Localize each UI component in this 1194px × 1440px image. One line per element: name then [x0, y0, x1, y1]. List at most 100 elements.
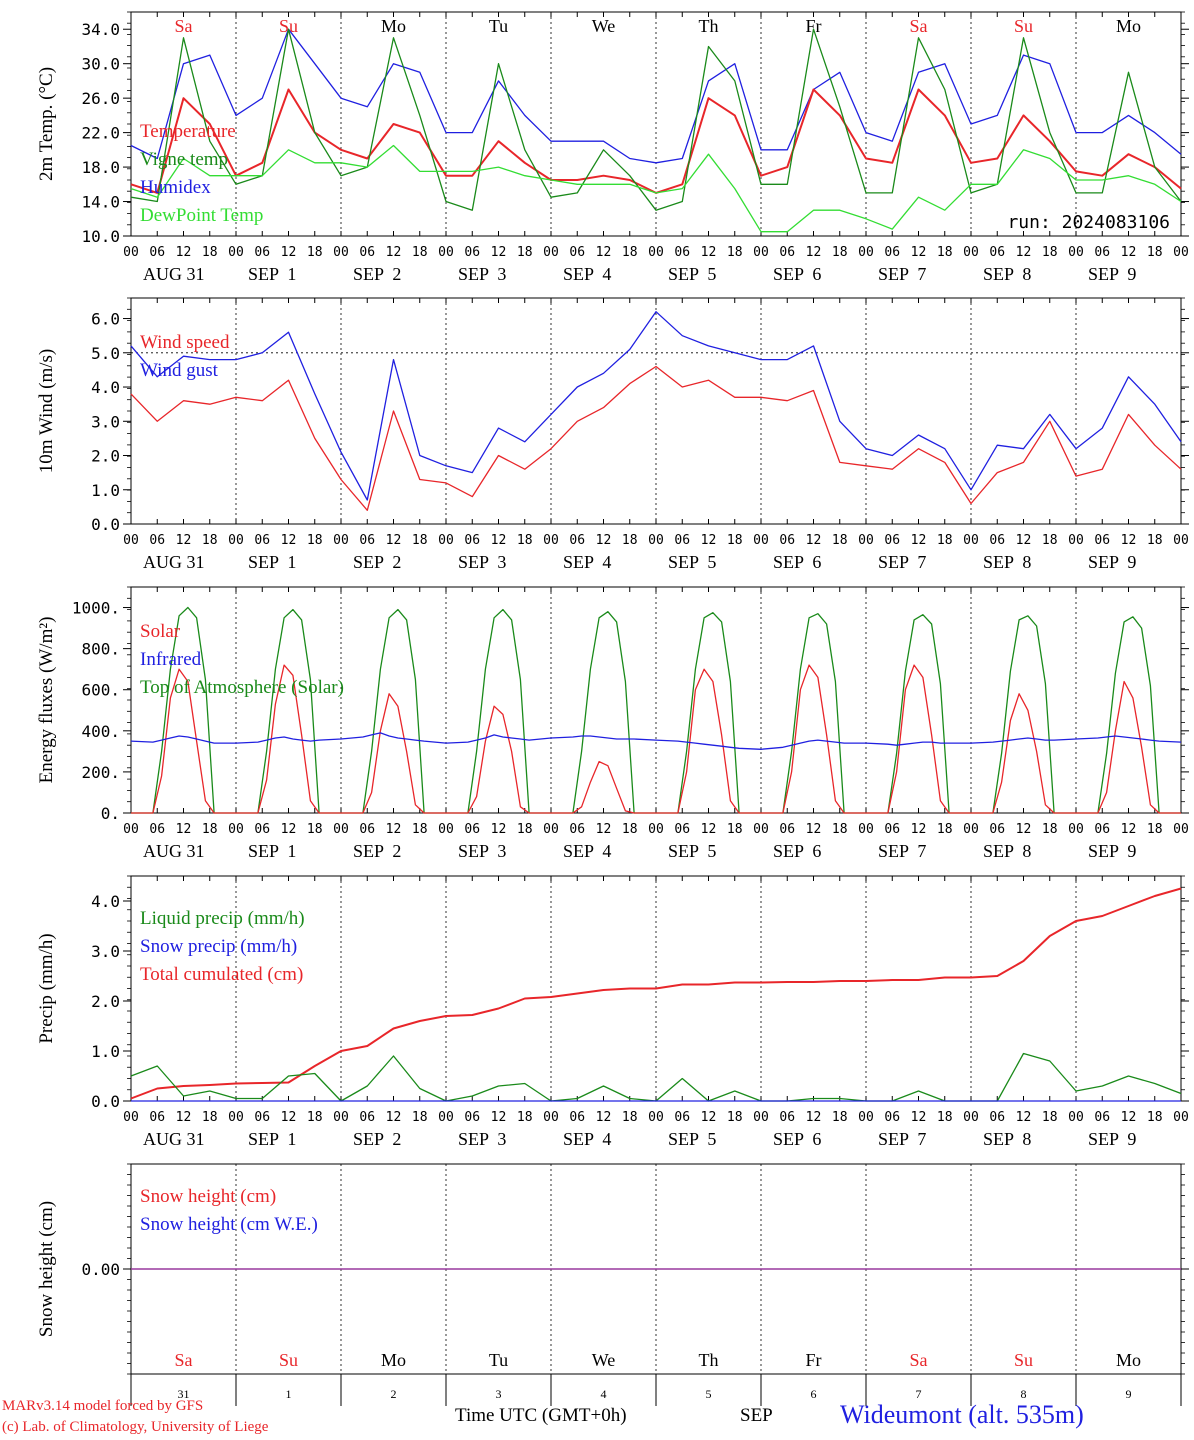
- day-number-label: 9: [1126, 1387, 1132, 1401]
- hour-tick-label: 12: [596, 533, 612, 548]
- hour-tick-label: 06: [1094, 1110, 1110, 1125]
- hour-tick-label: 06: [1094, 245, 1110, 260]
- hour-tick-label: 06: [779, 245, 795, 260]
- weekday-label: Tu: [489, 1350, 508, 1370]
- weekday-label: Th: [699, 16, 719, 36]
- date-label: SEP 7: [878, 264, 926, 284]
- hour-tick-label: 00: [228, 533, 244, 548]
- hour-tick-label: 18: [1042, 245, 1058, 260]
- hour-tick-label: 00: [123, 245, 139, 260]
- hour-tick-label: 00: [123, 822, 139, 837]
- date-label: SEP 8: [983, 1129, 1031, 1149]
- weekday-label: Sa: [175, 1350, 193, 1370]
- y-tick-label: 3.0: [91, 412, 120, 431]
- hour-tick-label: 18: [307, 533, 323, 548]
- hour-tick-label: 00: [543, 245, 559, 260]
- hour-tick-label: 06: [779, 822, 795, 837]
- hour-tick-label: 00: [963, 533, 979, 548]
- footer-time-axis-label: Time UTC (GMT+0h): [455, 1405, 627, 1426]
- y-tick-label: 2.0: [91, 447, 120, 466]
- hour-tick-label: 18: [517, 245, 533, 260]
- hour-tick-label: 12: [386, 822, 402, 837]
- hour-tick-label: 18: [727, 245, 743, 260]
- hour-tick-label: 12: [911, 822, 927, 837]
- footer-month-label: SEP: [740, 1405, 773, 1426]
- hour-tick-label: 06: [1094, 822, 1110, 837]
- hour-tick-label: 12: [176, 822, 192, 837]
- hour-tick-label: 06: [254, 245, 270, 260]
- y-tick-label: 14.0: [81, 193, 120, 212]
- legend-item: Snow precip (mm/h): [140, 936, 297, 957]
- hour-tick-label: 06: [149, 822, 165, 837]
- hour-tick-label: 18: [412, 822, 428, 837]
- hour-tick-label: 18: [622, 533, 638, 548]
- day-number-label: 4: [601, 1387, 607, 1401]
- date-label: SEP 5: [668, 552, 716, 572]
- hour-tick-label: 00: [543, 1110, 559, 1125]
- hour-tick-label: 06: [989, 1110, 1005, 1125]
- hour-tick-label: 18: [1042, 533, 1058, 548]
- hour-tick-label: 00: [228, 245, 244, 260]
- footer-station-name: Wideumont (alt. 535m): [840, 1400, 1084, 1429]
- hour-tick-label: 18: [202, 822, 218, 837]
- hour-tick-label: 06: [359, 245, 375, 260]
- hour-tick-label: 18: [622, 822, 638, 837]
- weekday-label: Mo: [1116, 1350, 1141, 1370]
- date-label: SEP 7: [878, 841, 926, 861]
- y-axis-label: Energy fluxes (W/m²): [36, 617, 57, 784]
- y-tick-label: 0.0: [91, 515, 120, 534]
- y-tick-label: 200.: [81, 763, 120, 782]
- y-axis-label: Precip (mm/h): [36, 933, 57, 1043]
- hour-tick-label: 00: [1068, 245, 1084, 260]
- date-label: AUG 31: [143, 1129, 205, 1149]
- hour-tick-label: 06: [674, 245, 690, 260]
- weekday-label: Mo: [381, 1350, 406, 1370]
- hour-tick-label: 06: [149, 245, 165, 260]
- hour-tick-label: 00: [753, 533, 769, 548]
- weekday-label: Su: [279, 1350, 298, 1370]
- hour-tick-label: 00: [963, 1110, 979, 1125]
- hour-tick-label: 12: [176, 245, 192, 260]
- y-tick-label: 800.: [81, 640, 120, 659]
- hour-tick-label: 06: [884, 533, 900, 548]
- date-label: SEP 3: [458, 264, 506, 284]
- legend-item: Snow height (cm W.E.): [140, 1214, 318, 1235]
- hour-tick-label: 12: [806, 1110, 822, 1125]
- y-tick-label: 400.: [81, 722, 120, 741]
- day-number-label: 8: [1021, 1387, 1027, 1401]
- weekday-label: Sa: [910, 16, 928, 36]
- hour-tick-label: 18: [1147, 1110, 1163, 1125]
- y-tick-label: 0.0: [91, 1092, 120, 1111]
- hour-tick-label: 18: [832, 533, 848, 548]
- date-label: SEP 9: [1088, 1129, 1136, 1149]
- hour-tick-label: 18: [1147, 822, 1163, 837]
- hour-tick-label: 00: [1068, 1110, 1084, 1125]
- hour-tick-label: 00: [648, 822, 664, 837]
- hour-tick-label: 00: [228, 1110, 244, 1125]
- hour-tick-label: 00: [438, 245, 454, 260]
- hour-tick-label: 06: [674, 533, 690, 548]
- y-tick-label: 0.00: [81, 1260, 120, 1279]
- panel-precip: 4.0 3.0 2.0 1.0 0.0 Precip (mm/h) Liquid preci…: [36, 875, 1189, 1149]
- weekday-label: Su: [1014, 16, 1033, 36]
- plot-frame: [130, 586, 1182, 814]
- date-label: SEP 6: [773, 264, 821, 284]
- date-label: SEP 3: [458, 1129, 506, 1149]
- hour-tick-label: 00: [438, 822, 454, 837]
- date-label: SEP 8: [983, 841, 1031, 861]
- hour-tick-label: 18: [202, 1110, 218, 1125]
- date-label: SEP 1: [248, 1129, 296, 1149]
- hour-tick-label: 00: [1173, 1110, 1189, 1125]
- date-label: SEP 1: [248, 552, 296, 572]
- hour-tick-label: 12: [176, 533, 192, 548]
- date-label: SEP 3: [458, 552, 506, 572]
- y-tick-label: 34.0: [81, 20, 120, 39]
- series-solar: [131, 664, 1181, 814]
- date-label: SEP 3: [458, 841, 506, 861]
- hour-tick-label: 00: [438, 1110, 454, 1125]
- hour-tick-label: 06: [989, 245, 1005, 260]
- legend-item: Top of Atmosphere (Solar): [140, 677, 344, 698]
- hour-tick-label: 06: [989, 533, 1005, 548]
- date-label: SEP 2: [353, 841, 401, 861]
- hour-tick-label: 06: [884, 822, 900, 837]
